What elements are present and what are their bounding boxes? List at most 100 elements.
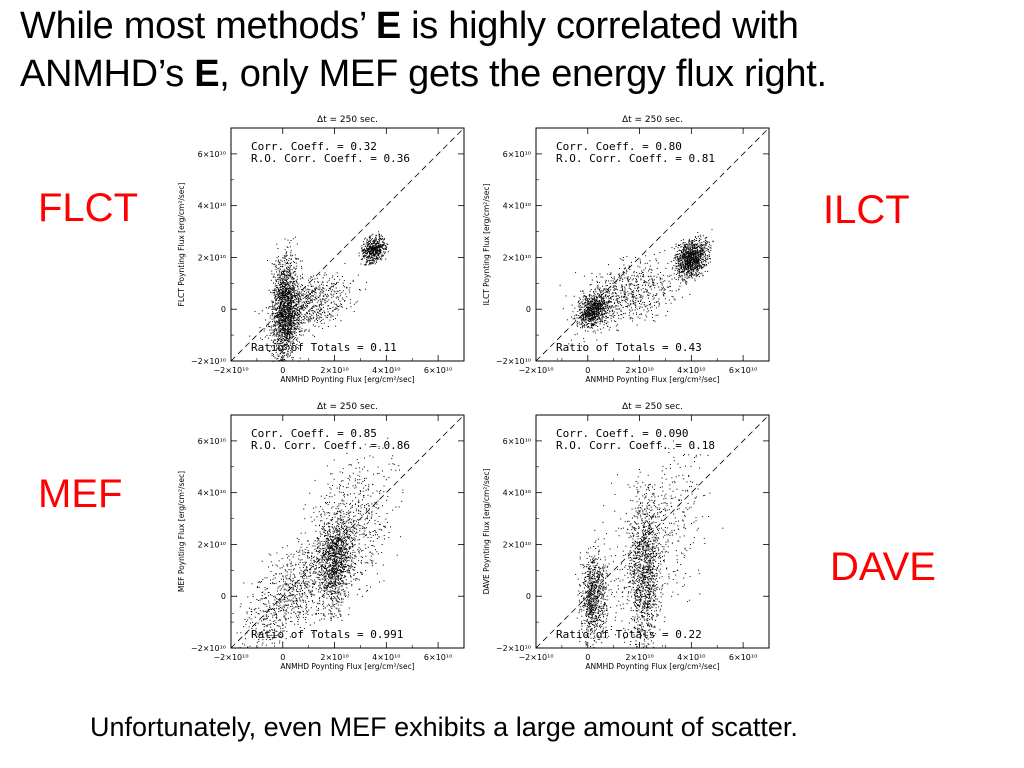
scatter-point (276, 299, 278, 301)
scatter-point (289, 329, 291, 331)
scatter-point (300, 278, 302, 280)
scatter-point (311, 314, 313, 316)
scatter-point (283, 271, 285, 272)
scatter-point (286, 326, 288, 328)
scatter-point (681, 279, 683, 281)
scatter-point (288, 333, 289, 335)
scatter-point (308, 303, 310, 304)
scatter-point (605, 280, 607, 282)
scatter-point (698, 256, 700, 258)
scatter-point (683, 266, 685, 268)
scatter-point (301, 291, 303, 293)
scatter-point (657, 300, 659, 302)
scatter-point (596, 303, 598, 304)
scatter-point (378, 244, 380, 246)
scatter-point (654, 287, 656, 289)
scatter-point (703, 260, 705, 261)
scatter-point (282, 287, 284, 289)
scatter-point (291, 281, 293, 283)
scatter-point (685, 263, 687, 265)
scatter-point (384, 253, 386, 255)
scatter-point (687, 251, 689, 253)
scatter-point (294, 338, 296, 340)
scatter-point (587, 326, 589, 328)
scatter-point (688, 240, 690, 242)
scatter-point (687, 266, 689, 268)
scatter-point (301, 308, 303, 310)
scatter-point (582, 299, 584, 301)
scatter-point (271, 263, 273, 265)
scatter-point (298, 319, 300, 321)
scatter-point (586, 307, 588, 309)
scatter-point (702, 235, 704, 237)
scatter-point (693, 251, 695, 253)
scatter-point (599, 305, 601, 307)
scatter-point (277, 315, 279, 317)
scatter-point (274, 289, 276, 291)
scatter-point (275, 322, 276, 324)
scatter-point (648, 310, 650, 312)
scatter-point (281, 324, 283, 326)
scatter-point (307, 288, 309, 290)
scatter-point (278, 311, 280, 313)
scatter-point (591, 307, 593, 309)
scatter-point (367, 245, 369, 246)
scatter-point (600, 314, 602, 316)
scatter-point (277, 282, 279, 284)
scatter-point (687, 263, 689, 265)
scatter-point (285, 322, 287, 324)
scatter-point (623, 292, 625, 294)
scatter-point (583, 315, 585, 317)
scatter-point (321, 299, 323, 301)
scatter-point (277, 278, 279, 280)
scatter-point (284, 264, 286, 266)
scatter-point (320, 308, 322, 310)
scatter-point (297, 295, 298, 297)
scatter-point (290, 332, 291, 334)
scatter-point (690, 266, 691, 268)
scatter-point (285, 325, 287, 327)
scatter-point (327, 326, 329, 327)
scatter-point (566, 319, 568, 321)
scatter-point (279, 301, 281, 303)
scatter-point (284, 323, 286, 325)
scatter-point (308, 279, 309, 281)
scatter-point (379, 245, 381, 247)
scatter-point (298, 258, 300, 260)
scatter-point (595, 311, 597, 313)
scatter-point (628, 280, 630, 282)
scatter-point (326, 281, 328, 283)
scatter-point (372, 262, 374, 264)
scatter-point (287, 328, 289, 330)
scatter-point (292, 325, 294, 327)
scatter-point (617, 302, 618, 304)
scatter-point (581, 307, 583, 309)
scatter-point (319, 298, 321, 300)
scatter-point (283, 291, 285, 293)
scatter-point (376, 258, 378, 260)
scatter-point (366, 243, 368, 245)
scatter-point (282, 305, 284, 307)
scatter-point (292, 277, 294, 279)
scatter-point (372, 248, 374, 250)
scatter-point (683, 249, 685, 251)
scatter-point (637, 265, 639, 267)
scatter-point (649, 265, 651, 267)
scatter-point (287, 304, 289, 306)
scatter-point (279, 330, 281, 332)
scatter-point (302, 293, 304, 295)
scatter-point (696, 253, 698, 255)
scatter-point (610, 301, 612, 303)
scatter-point (292, 282, 294, 284)
scatter-point (279, 335, 281, 337)
scatter-point (629, 317, 631, 319)
scatter-point (366, 257, 368, 259)
scatter-point (693, 244, 695, 246)
scatter-point (292, 285, 294, 287)
scatter-point (363, 255, 365, 257)
scatter-point (691, 265, 692, 267)
scatter-point (369, 238, 371, 240)
scatter-point (376, 243, 378, 244)
scatter-point (294, 314, 296, 316)
scatter-point (585, 302, 587, 303)
